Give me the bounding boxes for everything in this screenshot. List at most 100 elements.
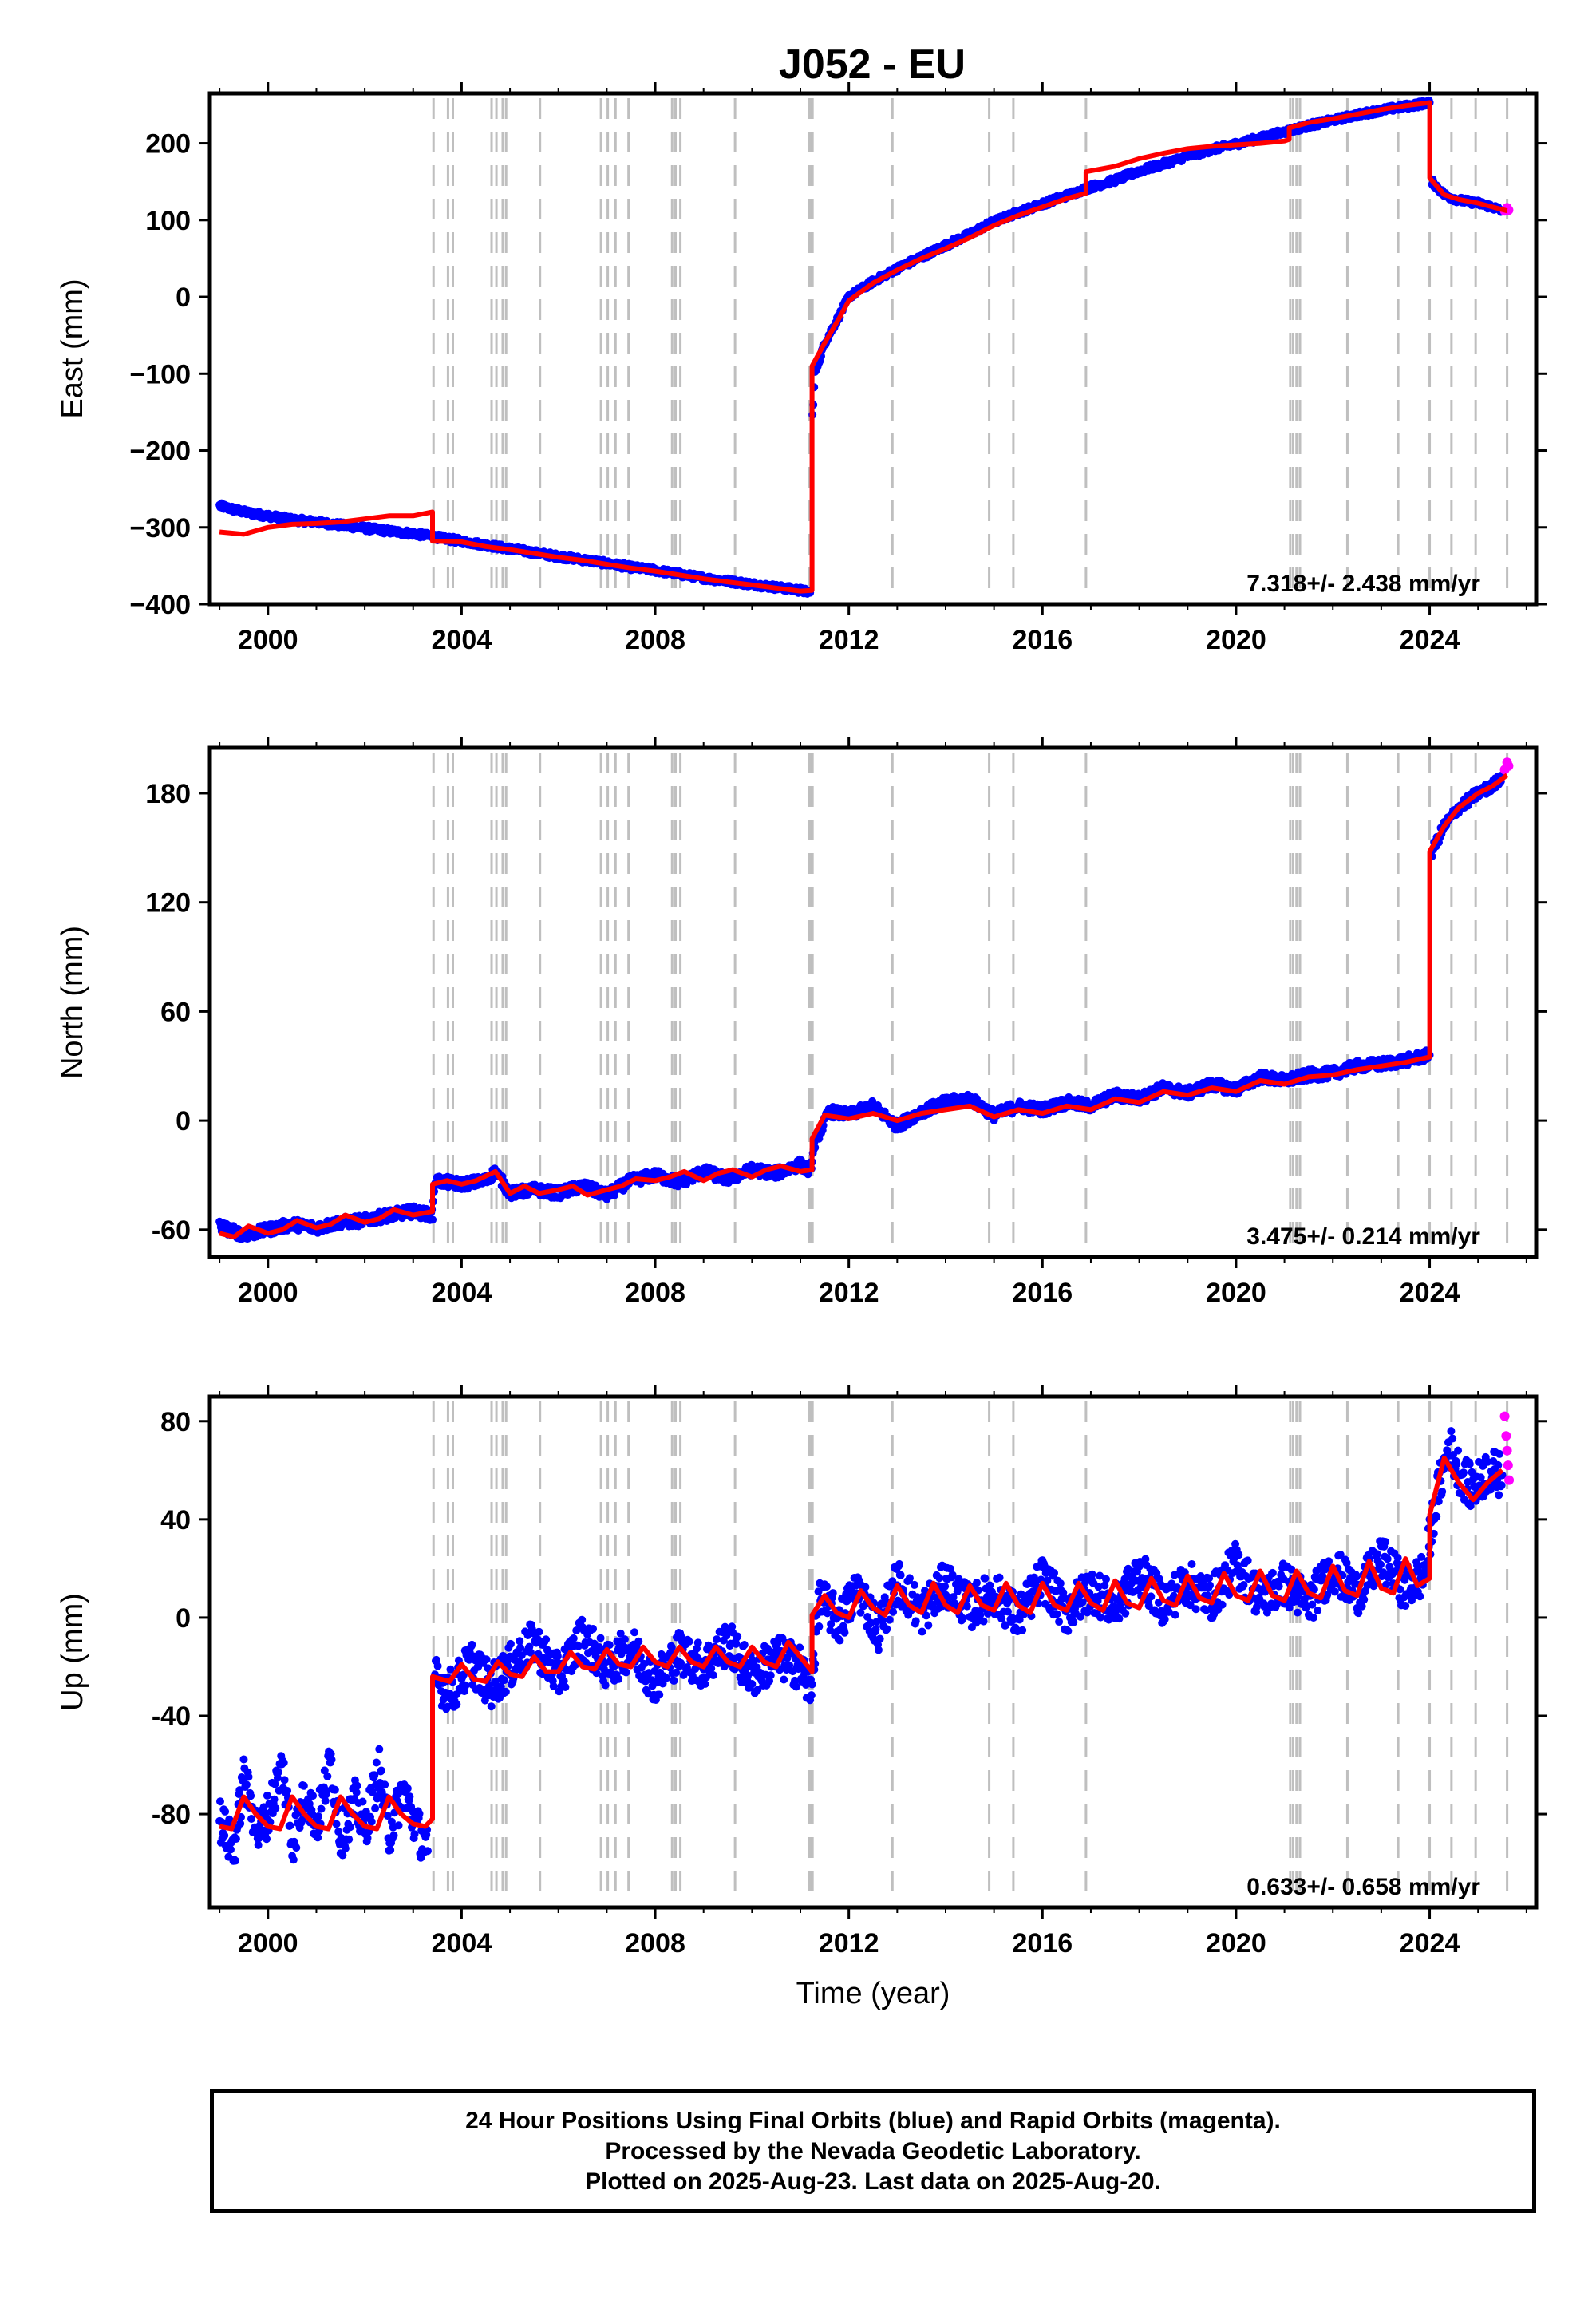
y-tick-label: −400 — [129, 590, 191, 620]
data-point — [280, 1776, 289, 1784]
data-point — [389, 1831, 398, 1840]
x-tick-label: 2008 — [625, 625, 685, 655]
data-point — [516, 1643, 525, 1652]
data-point — [231, 1834, 240, 1843]
data-point — [403, 1784, 412, 1792]
data-point — [417, 1853, 425, 1862]
data-point — [896, 1571, 905, 1579]
data-point — [432, 1655, 440, 1664]
data-point — [662, 1674, 670, 1682]
data-point — [308, 1810, 317, 1819]
east-panel: 2000 2004 2008 2012 2016 2020 2024−400−300−200… — [56, 82, 1547, 655]
data-point — [274, 1768, 282, 1777]
final-orbit-points — [215, 771, 1507, 1243]
data-point — [270, 1795, 279, 1804]
data-point — [286, 1821, 294, 1830]
data-point — [332, 1820, 341, 1828]
data-point — [220, 1831, 229, 1840]
data-point — [693, 1638, 702, 1647]
y-tick-label: 60 — [160, 997, 191, 1027]
data-point — [468, 1640, 476, 1649]
y-tick-label: 0 — [176, 283, 191, 313]
data-point — [883, 1625, 891, 1634]
data-point — [506, 1639, 515, 1648]
data-point — [226, 1845, 235, 1854]
data-point — [589, 1625, 598, 1634]
data-point — [572, 1626, 581, 1634]
data-point — [247, 1792, 255, 1800]
data-point — [410, 1830, 419, 1839]
rate-annotation: 7.318+/- 2.438 mm/yr — [1246, 571, 1480, 597]
data-point — [236, 1819, 245, 1828]
data-point — [292, 1844, 301, 1852]
data-point — [271, 1804, 280, 1812]
data-point — [875, 1634, 884, 1643]
data-point — [215, 1797, 224, 1806]
x-tick-label: 2020 — [1206, 625, 1266, 655]
data-point — [317, 1804, 326, 1813]
x-tick-label: 2000 — [238, 625, 298, 655]
y-tick-label: 0 — [176, 1106, 191, 1136]
data-point — [371, 1804, 380, 1812]
y-tick-label: -60 — [152, 1215, 191, 1246]
data-point — [871, 1625, 880, 1634]
data-point — [874, 1646, 883, 1654]
data-point — [701, 1680, 709, 1689]
data-point — [367, 1817, 376, 1826]
model-line — [219, 773, 1509, 1239]
data-point — [405, 1792, 414, 1801]
model-line — [219, 100, 1508, 594]
data-point — [559, 1677, 568, 1686]
y-tick-label: −100 — [129, 359, 191, 389]
data-point — [254, 1840, 263, 1849]
x-tick-label: 2004 — [432, 1278, 492, 1308]
data-point — [305, 1800, 314, 1808]
data-point — [271, 1780, 279, 1788]
data-point — [889, 1607, 898, 1616]
y-tick-label: 120 — [145, 888, 191, 919]
x-tick-label: 2012 — [819, 625, 879, 655]
x-tick-label: 2016 — [1012, 625, 1073, 655]
data-point — [363, 1834, 372, 1843]
data-point — [372, 1758, 381, 1767]
data-point — [605, 1641, 614, 1650]
data-point — [299, 1781, 308, 1790]
data-point — [433, 1662, 442, 1670]
data-point — [353, 1781, 361, 1790]
data-point — [225, 1815, 234, 1824]
data-point — [341, 1844, 350, 1852]
final-orbit-points — [215, 1427, 1507, 1865]
data-point — [553, 1652, 562, 1661]
data-point — [320, 1766, 329, 1775]
data-point — [542, 1635, 551, 1644]
data-point — [491, 1677, 500, 1686]
data-point — [381, 1780, 389, 1789]
data-point — [885, 1615, 894, 1624]
data-point — [535, 1627, 543, 1636]
data-point — [452, 1700, 461, 1709]
x-tick-label: 2024 — [1400, 625, 1460, 655]
data-point — [283, 1786, 292, 1795]
data-point — [231, 1856, 240, 1865]
x-tick-label: 2004 — [432, 625, 492, 655]
data-point — [247, 1814, 255, 1823]
rapid-orbit-point — [1503, 761, 1514, 771]
data-point — [815, 1622, 824, 1631]
data-point — [217, 1818, 226, 1827]
data-point — [766, 1671, 775, 1680]
data-point — [601, 1681, 610, 1690]
data-point — [263, 1835, 271, 1844]
data-point — [569, 1634, 578, 1642]
final-orbit-points — [215, 96, 1507, 598]
chart-title: J052 - EU — [779, 41, 966, 88]
data-point — [429, 1215, 437, 1224]
data-point — [527, 1648, 535, 1657]
data-point — [368, 1788, 377, 1796]
data-point — [345, 1835, 354, 1844]
data-point — [279, 1758, 288, 1767]
plot-frame — [207, 745, 1539, 1259]
data-point — [255, 1834, 263, 1843]
data-point — [822, 1582, 831, 1591]
data-point — [713, 1635, 721, 1644]
y-tick-label: 180 — [145, 779, 191, 809]
